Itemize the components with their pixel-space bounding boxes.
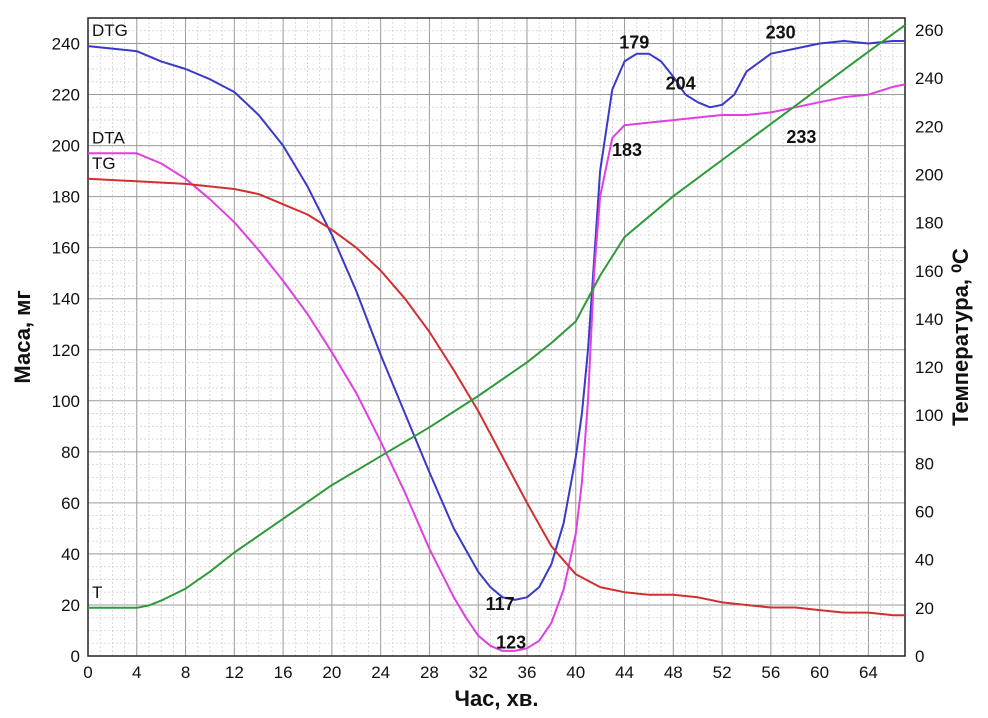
x-tick-label: 40 [566, 663, 585, 682]
x-tick-label: 20 [322, 663, 341, 682]
series-label-dta: DTA [92, 128, 125, 147]
x-axis-title: Час, хв. [454, 686, 538, 711]
annotation-label: 123 [496, 632, 526, 652]
y-right-tick-label: 100 [915, 406, 943, 425]
annotation-label: 179 [619, 33, 649, 53]
x-axis-ticks: 0 4 8 12 16 20 24 28 32 36 40 44 48 52 56 60 64 [83, 663, 878, 682]
y-right-axis-title: Температура, ⁰С [948, 248, 973, 426]
annotations: 117 123 179 204 230 183 233 [486, 22, 817, 652]
y-right-tick-label: 80 [915, 454, 934, 473]
x-tick-label: 64 [859, 663, 878, 682]
series-line-t [88, 24, 906, 609]
y-left-axis-ticks: 0 20 40 60 80 100 120 140 160 180 200 220 240 [52, 35, 80, 666]
series-labels: DTG DTA TG T [92, 21, 128, 602]
x-tick-label: 12 [225, 663, 244, 682]
y-left-tick-label: 240 [52, 35, 80, 54]
y-right-tick-label: 180 [915, 214, 943, 233]
x-tick-label: 0 [83, 663, 92, 682]
grid [87, 17, 906, 657]
x-tick-label: 28 [420, 663, 439, 682]
y-right-tick-label: 120 [915, 358, 943, 377]
y-left-tick-label: 140 [52, 290, 80, 309]
y-left-tick-label: 20 [61, 596, 80, 615]
y-left-tick-label: 160 [52, 239, 80, 258]
series-lines [87, 24, 906, 652]
x-tick-label: 24 [371, 663, 390, 682]
y-left-tick-label: 180 [52, 188, 80, 207]
y-left-tick-label: 100 [52, 392, 80, 411]
y-right-tick-label: 240 [915, 69, 943, 88]
annotation-label: 117 [486, 594, 515, 614]
x-tick-label: 4 [132, 663, 141, 682]
y-right-tick-label: 160 [915, 262, 943, 281]
annotation-label: 233 [786, 127, 816, 147]
x-tick-label: 36 [518, 663, 537, 682]
x-tick-label: 52 [713, 663, 732, 682]
y-right-tick-label: 20 [915, 599, 934, 618]
y-right-tick-label: 40 [915, 551, 934, 570]
series-label-t: T [92, 583, 102, 602]
x-tick-label: 16 [274, 663, 293, 682]
series-line-dtg [87, 40, 905, 601]
y-left-tick-label: 60 [61, 494, 80, 513]
plot-frame [87, 17, 906, 657]
y-right-tick-label: 140 [915, 310, 943, 329]
y-left-tick-label: 40 [61, 545, 80, 564]
series-label-dtg: DTG [92, 21, 128, 40]
annotation-label: 230 [766, 22, 796, 42]
y-left-tick-label: 200 [52, 137, 80, 156]
y-right-axis-ticks: 0 20 40 60 80 100 120 140 160 180 200 220 240 260 [915, 21, 943, 666]
y-left-tick-label: 0 [71, 647, 80, 666]
y-right-tick-label: 220 [915, 117, 943, 136]
series-label-tg: TG [92, 154, 116, 173]
annotation-label: 183 [612, 140, 642, 160]
x-tick-label: 60 [810, 663, 829, 682]
y-left-tick-label: 120 [52, 341, 80, 360]
y-right-tick-label: 200 [915, 165, 943, 184]
annotation-label: 204 [666, 73, 696, 93]
x-tick-label: 44 [615, 663, 634, 682]
series-line-tg [87, 177, 905, 617]
x-tick-label: 8 [181, 663, 190, 682]
y-right-tick-label: 0 [915, 647, 924, 666]
y-left-tick-label: 80 [61, 443, 80, 462]
y-right-tick-label: 260 [915, 21, 943, 40]
y-left-tick-label: 220 [52, 86, 80, 105]
x-tick-label: 56 [761, 663, 780, 682]
x-tick-label: 32 [469, 663, 488, 682]
y-left-axis-title: Маса, мг [10, 290, 35, 383]
x-tick-label: 48 [664, 663, 683, 682]
series-line-dta [88, 83, 906, 652]
y-right-tick-label: 60 [915, 503, 934, 522]
